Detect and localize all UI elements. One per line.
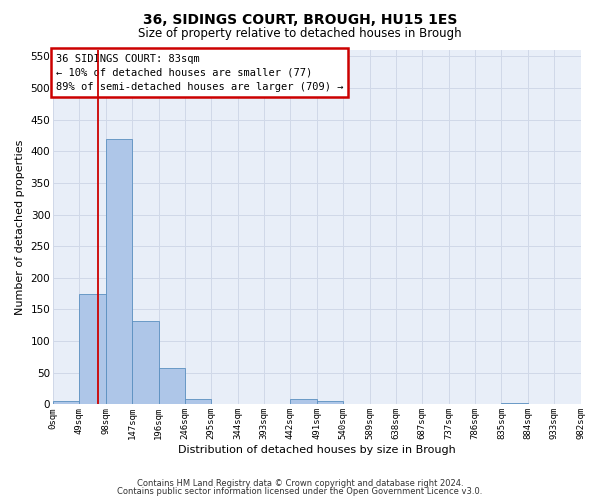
Text: Contains HM Land Registry data © Crown copyright and database right 2024.: Contains HM Land Registry data © Crown c… [137, 478, 463, 488]
Bar [106, 138, 132, 404]
Text: 36 SIDINGS COURT: 83sqm
← 10% of detached houses are smaller (77)
89% of semi-de: 36 SIDINGS COURT: 83sqm ← 10% of detache… [56, 54, 343, 92]
Text: Size of property relative to detached houses in Brough: Size of property relative to detached ho… [138, 28, 462, 40]
Bar [185, 400, 211, 404]
Bar [502, 402, 528, 404]
X-axis label: Distribution of detached houses by size in Brough: Distribution of detached houses by size … [178, 445, 455, 455]
Bar [79, 294, 106, 405]
Bar [132, 321, 158, 404]
Bar [317, 402, 343, 404]
Text: Contains public sector information licensed under the Open Government Licence v3: Contains public sector information licen… [118, 487, 482, 496]
Bar [290, 400, 317, 404]
Y-axis label: Number of detached properties: Number of detached properties [15, 140, 25, 315]
Bar [158, 368, 185, 405]
Text: 36, SIDINGS COURT, BROUGH, HU15 1ES: 36, SIDINGS COURT, BROUGH, HU15 1ES [143, 12, 457, 26]
Bar [53, 402, 79, 404]
